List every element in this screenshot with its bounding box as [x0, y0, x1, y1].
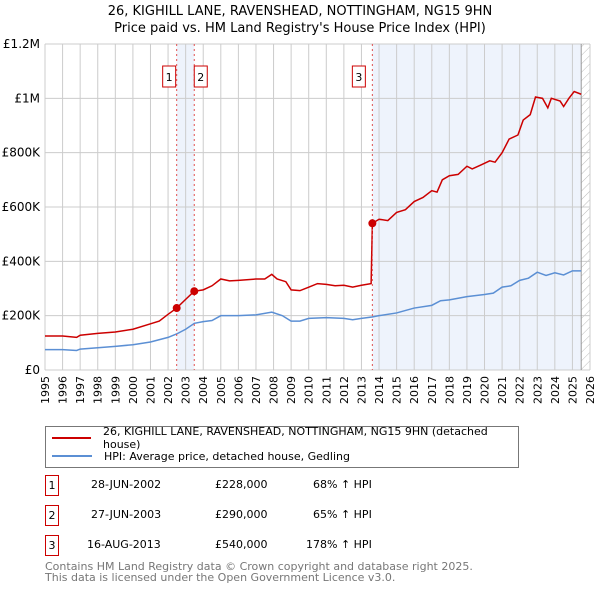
legend-item-property: 26, KIGHILL LANE, RAVENSHEAD, NOTTINGHAM…	[46, 425, 518, 451]
x-tick-label: 2010	[303, 376, 316, 404]
legend-label: 26, KIGHILL LANE, RAVENSHEAD, NOTTINGHAM…	[103, 425, 488, 451]
sale-row: 2 27-JUN-2003 £290,000 65% ↑ HPI	[45, 505, 600, 526]
y-tick-label: £200K	[2, 309, 42, 323]
sale-hpi: 178% ↑ HPI	[306, 538, 372, 551]
x-tick-label: 2003	[180, 376, 193, 404]
chart-title: 26, KIGHILL LANE, RAVENSHEAD, NOTTINGHAM…	[107, 4, 493, 19]
sale-marker-label: 2	[197, 71, 204, 84]
chart-subtitle: Price paid vs. HM Land Registry's House …	[114, 21, 486, 36]
series-line	[45, 90, 582, 339]
x-tick-label: 2000	[127, 376, 140, 404]
sale-point	[368, 219, 377, 228]
chart-legend: 26, KIGHILL LANE, RAVENSHEAD, NOTTINGHAM…	[45, 425, 519, 468]
y-tick-label: £0	[25, 363, 40, 377]
x-tick-label: 1998	[92, 376, 105, 404]
sale-marker: 3	[45, 535, 59, 556]
x-tick-label: 1996	[57, 376, 70, 404]
sale-hpi: 65% ↑ HPI	[313, 508, 372, 521]
footer-copyright: Contains HM Land Registry data © Crown c…	[45, 560, 473, 573]
price-chart: 1 2 3 1995 1996 1997 1998 1999 2000 2001 2002 2003 2…	[2, 37, 597, 404]
sale-point	[190, 287, 199, 296]
x-tick-label: 2001	[144, 376, 157, 404]
x-tick-label: 2007	[250, 376, 263, 404]
sale-hpi: 68% ↑ HPI	[313, 478, 372, 491]
x-tick-label: 2022	[514, 376, 527, 404]
sale-marker-box	[193, 65, 208, 88]
x-tick-label: 2008	[268, 376, 281, 404]
x-tick-label: 2020	[479, 376, 492, 404]
legend-swatch-blue	[52, 455, 92, 457]
sale-row: 1 28-JUN-2002 £228,000 68% ↑ HPI	[45, 475, 600, 496]
sale-date: 27-JUN-2003	[91, 508, 162, 521]
sale-marker-label: 1	[166, 71, 173, 84]
legend-swatch-red	[52, 437, 91, 439]
x-tick-label: 2011	[320, 376, 333, 404]
x-tick-label: 2015	[391, 376, 404, 404]
sale-price: £290,000	[215, 508, 268, 521]
sale-date: 16-AUG-2013	[87, 538, 161, 551]
x-tick-label: 2026	[584, 376, 597, 404]
y-tick-label: £800K	[2, 146, 42, 160]
sale-marker-box	[162, 65, 177, 88]
x-tick-label: 2023	[531, 376, 544, 404]
legend-item-hpi: HPI: Average price, detached house, Gedl…	[46, 447, 350, 465]
x-tick-label: 2004	[197, 376, 210, 404]
sale-point	[172, 304, 181, 313]
x-tick-label: 2024	[549, 376, 562, 404]
x-tick-label: 2014	[373, 376, 386, 404]
legend-label: HPI: Average price, detached house, Gedl…	[104, 449, 350, 463]
sale-price: £540,000	[215, 538, 268, 551]
sale-row: 3 16-AUG-2013 £540,000 178% ↑ HPI	[45, 535, 600, 556]
x-tick-label: 1997	[74, 376, 87, 404]
sale-price: £228,000	[215, 478, 268, 491]
y-tick-label: £1M	[14, 91, 40, 105]
sale-date: 28-JUN-2002	[91, 478, 162, 491]
x-tick-label: 2016	[408, 376, 421, 404]
x-tick-label: 2025	[566, 376, 579, 404]
x-tick-label: 1999	[109, 376, 122, 404]
x-tick-label: 2006	[232, 376, 245, 404]
y-tick-label: £600K	[2, 200, 42, 214]
series-line	[45, 270, 582, 352]
sale-marker: 2	[45, 505, 59, 526]
x-tick-label: 2012	[338, 376, 351, 404]
x-tick-label: 1995	[39, 376, 52, 404]
x-tick-label: 2002	[162, 376, 175, 404]
x-tick-label: 2019	[461, 376, 474, 404]
x-tick-label: 2009	[285, 376, 298, 404]
footer-licence: This data is licensed under the Open Gov…	[45, 571, 396, 584]
y-tick-label: £400K	[2, 254, 42, 268]
footer: Contains HM Land Registry data © Crown c…	[45, 561, 473, 583]
sale-marker-box	[351, 65, 366, 88]
x-tick-label: 2017	[426, 376, 439, 404]
y-tick-label: £1.2M	[3, 37, 40, 51]
x-tick-label: 2013	[355, 376, 368, 404]
x-tick-label: 2005	[215, 376, 228, 404]
x-tick-label: 2021	[496, 376, 509, 404]
sale-marker: 1	[45, 475, 59, 496]
x-tick-label: 2018	[443, 376, 456, 404]
sale-marker-label: 3	[355, 71, 362, 84]
